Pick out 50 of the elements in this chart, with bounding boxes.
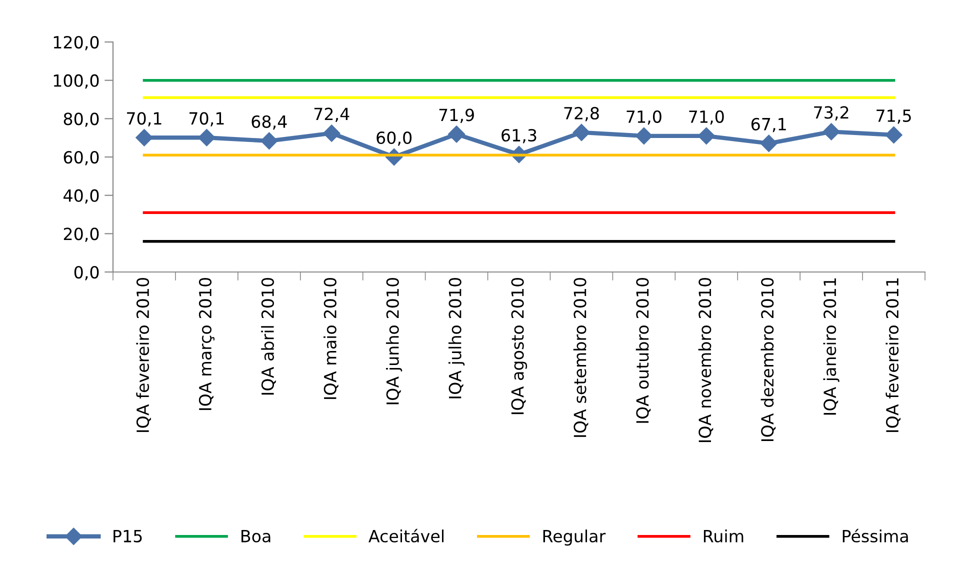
- point: [572, 124, 590, 142]
- data-label: 73,2: [814, 106, 848, 120]
- data-label: 61,3: [502, 128, 536, 144]
- data-label: 71,9: [439, 108, 474, 123]
- legend-label: Regular: [543, 530, 606, 546]
- x-tick-label: IQA setembro 2010: [573, 278, 588, 437]
- x-tick-label: IQA março 2010: [198, 278, 215, 410]
- x-tick-label: IQA julho 2010: [448, 278, 465, 398]
- legend-label: Ruim: [704, 530, 744, 542]
- data-label: 72,4: [314, 108, 350, 122]
- legend-label: P15: [114, 530, 142, 542]
- point: [260, 132, 278, 150]
- y-tick-label: 100,0: [54, 74, 99, 89]
- x-tick-label: IQA junho 2010: [386, 278, 402, 404]
- point: [698, 127, 715, 144]
- x-tick-label: IQA janeiro 2011: [823, 278, 840, 415]
- data-label: 60,0: [376, 131, 412, 146]
- y-tick-label: 60,0: [64, 150, 99, 166]
- point: [885, 126, 902, 144]
- point: [635, 127, 652, 144]
- point: [448, 126, 466, 143]
- point: [198, 129, 216, 146]
- legend-label: Péssima: [842, 528, 908, 542]
- x-tick-label: IQA maio 2010: [324, 278, 338, 399]
- x-tick-label: IQA outubro 2010: [636, 278, 651, 423]
- data-label: 70,1: [127, 112, 162, 126]
- y-tick-label: 20,0: [64, 228, 99, 242]
- y-tick-label: 0,0: [74, 266, 99, 280]
- y-tick-label: 120,0: [54, 36, 99, 50]
- x-tick-label: IQA fevereiro 2010: [136, 278, 151, 432]
- y-tick-label: 80,0: [64, 112, 99, 127]
- x-tick-label: IQA abril 2010: [261, 278, 276, 395]
- point: [822, 123, 840, 140]
- data-label: 67,1: [751, 118, 786, 132]
- y-tick-label: 40,0: [64, 189, 99, 204]
- x-tick-label: IQA agosto 2010: [511, 278, 528, 414]
- data-label: 68,4: [252, 115, 287, 130]
- legend-label: Boa: [242, 530, 270, 542]
- data-label: 71,0: [689, 110, 724, 125]
- x-tick-label: IQA novembro 2010: [698, 278, 714, 442]
- x-tick-label: IQA dezembro 2010: [760, 278, 776, 441]
- x-tick-label: IQA fevereiro 2011: [886, 278, 901, 432]
- data-label: 71,5: [876, 110, 911, 124]
- point: [323, 124, 340, 142]
- point: [760, 134, 778, 152]
- data-label: 71,0: [626, 110, 662, 125]
- data-label: 72,8: [564, 106, 599, 122]
- data-label: 70,1: [190, 112, 224, 126]
- point: [136, 129, 153, 146]
- legend-label: Aceitável: [368, 528, 444, 542]
